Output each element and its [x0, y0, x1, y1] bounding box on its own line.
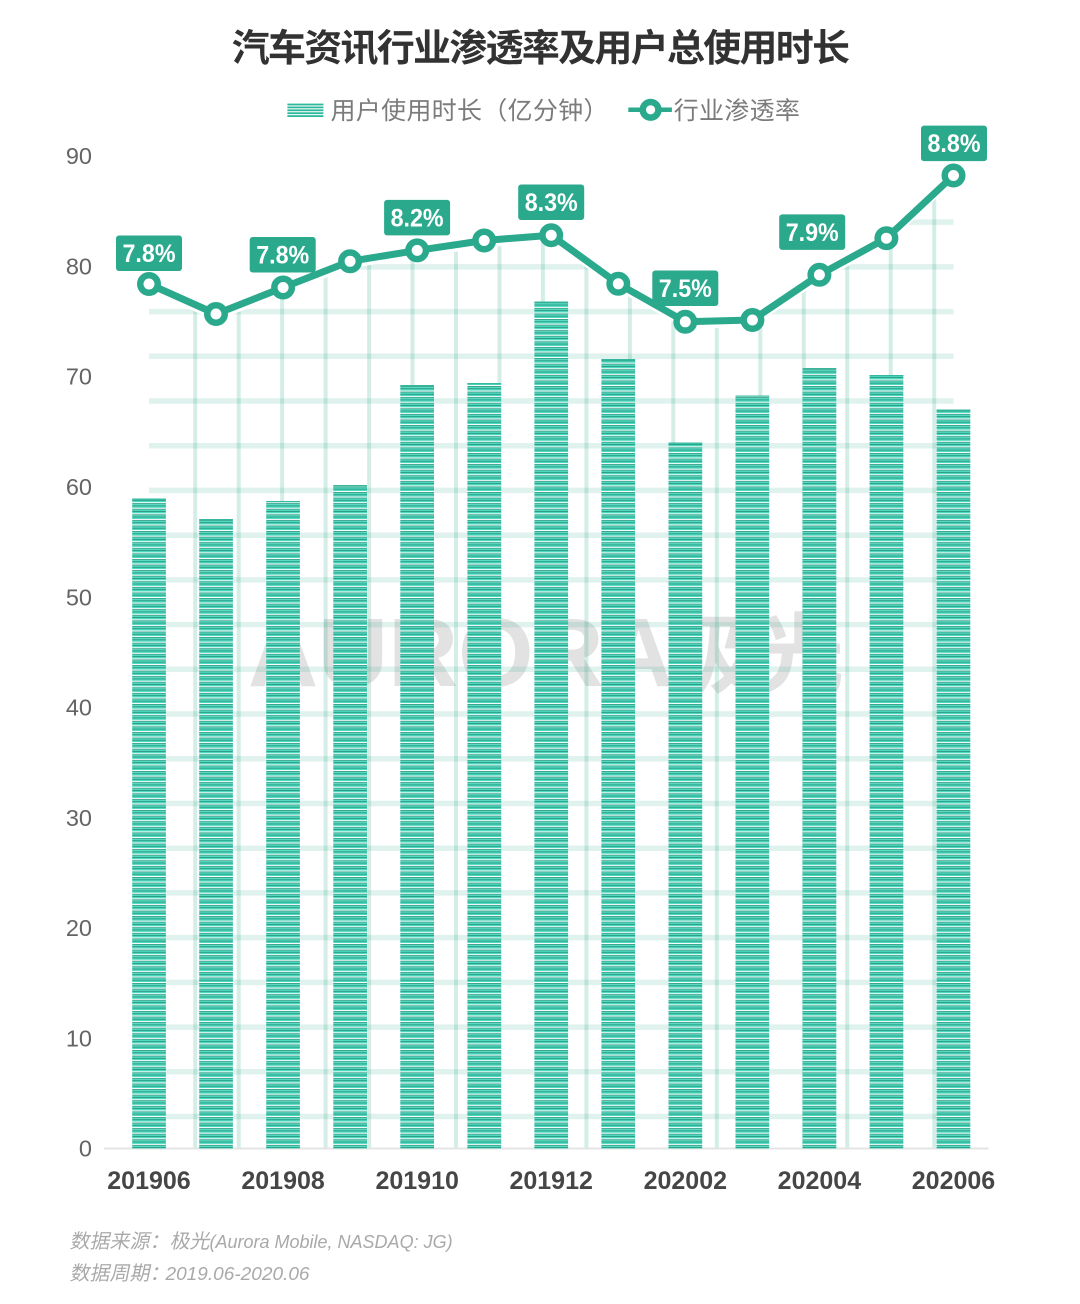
svg-text:2019.06-2020.06: 2019.06-2020.06 — [164, 1264, 310, 1284]
svg-text:30: 30 — [66, 805, 92, 831]
svg-text:7.8%: 7.8% — [256, 242, 309, 270]
svg-text:201906: 201906 — [107, 1167, 190, 1195]
svg-text:70: 70 — [66, 364, 92, 390]
svg-text:7.8%: 7.8% — [123, 240, 176, 268]
svg-text:90: 90 — [66, 143, 92, 169]
svg-text:8.8%: 8.8% — [928, 130, 981, 158]
svg-text:80: 80 — [66, 254, 92, 280]
svg-text:60: 60 — [66, 474, 92, 500]
svg-text:20: 20 — [66, 915, 92, 941]
svg-text:202004: 202004 — [778, 1167, 862, 1195]
svg-text:8.3%: 8.3% — [525, 189, 578, 217]
svg-text:202006: 202006 — [912, 1167, 995, 1195]
svg-text:201908: 201908 — [241, 1167, 325, 1195]
svg-text:7.5%: 7.5% — [659, 275, 712, 303]
svg-text:10: 10 — [66, 1025, 92, 1051]
svg-text:(Aurora Mobile, NASDAQ: JG): (Aurora Mobile, NASDAQ: JG) — [210, 1232, 453, 1252]
svg-text:202002: 202002 — [644, 1167, 727, 1195]
svg-text:0: 0 — [79, 1136, 92, 1162]
svg-text:50: 50 — [66, 584, 92, 610]
svg-text:201910: 201910 — [375, 1167, 458, 1195]
svg-text:201912: 201912 — [509, 1167, 592, 1195]
svg-text:8.2%: 8.2% — [391, 205, 444, 233]
svg-text:7.9%: 7.9% — [786, 219, 839, 247]
svg-text:40: 40 — [66, 695, 92, 721]
